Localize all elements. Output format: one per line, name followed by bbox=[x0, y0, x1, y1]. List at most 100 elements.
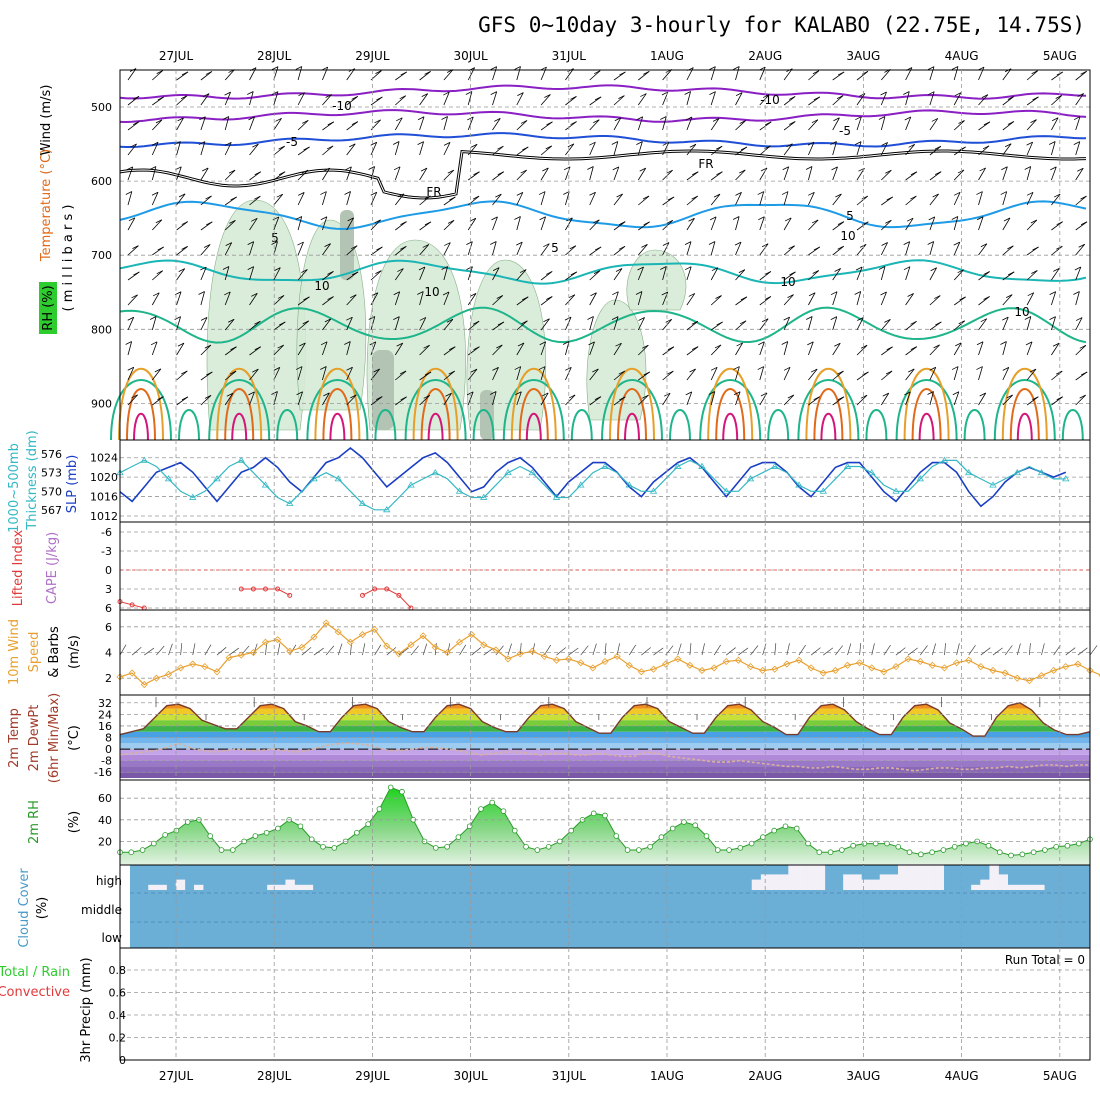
wind-barb-flag bbox=[370, 191, 377, 196]
wind-barb-flag bbox=[570, 96, 577, 100]
wind-barb-flag bbox=[320, 216, 328, 221]
wind-barb-flag bbox=[177, 117, 184, 122]
isotherm-loop bbox=[707, 367, 754, 441]
temp-band bbox=[120, 708, 1090, 715]
wind-barb bbox=[322, 366, 327, 381]
wind-barb-flag bbox=[976, 216, 984, 221]
wind-barb-flag bbox=[1030, 119, 1037, 124]
wind-barb-flag bbox=[470, 368, 478, 373]
wind-barb-flag bbox=[279, 321, 286, 326]
ylabel-wind10m-unit: (m/s) bbox=[67, 635, 82, 669]
wind10m-barb bbox=[1041, 643, 1045, 656]
wind-barb bbox=[905, 368, 915, 381]
wind-barb-flag bbox=[1029, 368, 1037, 373]
wind-barb bbox=[1075, 394, 1086, 406]
wind10m-point bbox=[965, 656, 973, 664]
wind-barb bbox=[540, 271, 553, 281]
wind-barb bbox=[370, 341, 377, 356]
wind-barb bbox=[1002, 341, 1007, 356]
wind-barb bbox=[808, 292, 816, 306]
thickness-point bbox=[261, 481, 270, 488]
isotherm-5 bbox=[119, 200, 1087, 231]
wind-barb-flag bbox=[544, 94, 551, 98]
wind-barb bbox=[419, 291, 424, 306]
wind-barb bbox=[151, 142, 159, 156]
wind-barb bbox=[953, 66, 959, 81]
wind-barb-flag bbox=[225, 242, 232, 246]
wind-barb-flag bbox=[1050, 166, 1057, 171]
wind10m-point bbox=[856, 659, 864, 667]
rh2m-point bbox=[647, 843, 653, 850]
wind-barb-flag bbox=[251, 292, 258, 297]
lifted-index-line bbox=[119, 601, 145, 609]
wind-barb-flag bbox=[834, 342, 841, 347]
wind-barb bbox=[565, 68, 574, 81]
wind-barb-flag bbox=[422, 244, 429, 248]
wind-barb-flag bbox=[1025, 341, 1033, 346]
wind-barb bbox=[929, 193, 939, 206]
wind-barb-flag bbox=[125, 341, 132, 345]
wind-barb-flag bbox=[764, 271, 772, 275]
wind-barb-flag bbox=[373, 368, 380, 373]
wind-barb bbox=[127, 217, 136, 231]
wind-barb-flag bbox=[736, 342, 743, 347]
wind-barb bbox=[832, 193, 842, 206]
wind-barb bbox=[783, 191, 789, 206]
wind-barb bbox=[297, 216, 303, 231]
wind-barb-flag bbox=[125, 191, 132, 195]
wind-barb-flag bbox=[837, 71, 845, 76]
wind-barb bbox=[200, 116, 206, 131]
wind-barb-flag bbox=[1049, 316, 1056, 320]
wind-barb-flag bbox=[735, 191, 742, 196]
rh2m-point bbox=[568, 827, 574, 834]
rh2m-point bbox=[816, 849, 823, 855]
day-label-top: 27JUL bbox=[159, 49, 194, 63]
wind10m-barb bbox=[968, 644, 976, 656]
wind-barb-flag bbox=[1053, 193, 1061, 198]
wind-barb-flag bbox=[346, 366, 353, 371]
wind-barb bbox=[200, 167, 209, 181]
wind-barb bbox=[249, 218, 258, 231]
wind-barb-flag bbox=[126, 166, 133, 171]
rh2m-point bbox=[918, 851, 924, 858]
wind-barb bbox=[346, 394, 357, 406]
wind-barb bbox=[297, 120, 309, 131]
wind-barb bbox=[322, 94, 332, 106]
wind-barb bbox=[516, 120, 528, 131]
wind-barb bbox=[710, 295, 722, 306]
wind-barb-flag bbox=[324, 318, 332, 323]
wind-barb-flag bbox=[1048, 141, 1056, 145]
temp-band bbox=[120, 737, 1090, 744]
wind-barb bbox=[273, 118, 282, 131]
wind10m-barb bbox=[119, 644, 127, 656]
wind-barb bbox=[978, 392, 987, 406]
isotherm-loop bbox=[404, 379, 467, 441]
wind-barb-flag bbox=[711, 267, 719, 272]
wind-barb bbox=[710, 91, 716, 106]
wind-barb bbox=[856, 244, 867, 256]
wind10m-barb bbox=[483, 647, 494, 656]
wind-barb bbox=[394, 141, 400, 156]
wind-tick-label: 4 bbox=[105, 647, 112, 660]
wind-barb bbox=[152, 270, 164, 281]
wind-barb bbox=[1026, 270, 1038, 281]
wind-barb bbox=[540, 341, 547, 356]
wind10m-barb bbox=[519, 643, 522, 656]
wind-barb bbox=[492, 66, 498, 81]
day-label-bottom: 29JUL bbox=[355, 1069, 390, 1083]
wind-barb-flag bbox=[765, 121, 772, 126]
wind-barb-flag bbox=[178, 193, 186, 198]
wind-barb-flag bbox=[689, 143, 697, 148]
isotherm-10 bbox=[119, 259, 1087, 285]
cloud-high-bar bbox=[898, 864, 908, 890]
wind-barb-flag bbox=[564, 316, 572, 321]
wind-barb bbox=[637, 244, 648, 256]
thickness-point bbox=[407, 481, 415, 488]
wind-barb-flag bbox=[952, 391, 960, 396]
temp-band bbox=[120, 766, 1090, 773]
wind-barb-flag bbox=[492, 366, 499, 371]
wind10m-point bbox=[480, 641, 488, 649]
rh2m-point bbox=[1019, 851, 1026, 858]
wind-barb-flag bbox=[860, 394, 868, 399]
wind-barb bbox=[710, 367, 718, 381]
